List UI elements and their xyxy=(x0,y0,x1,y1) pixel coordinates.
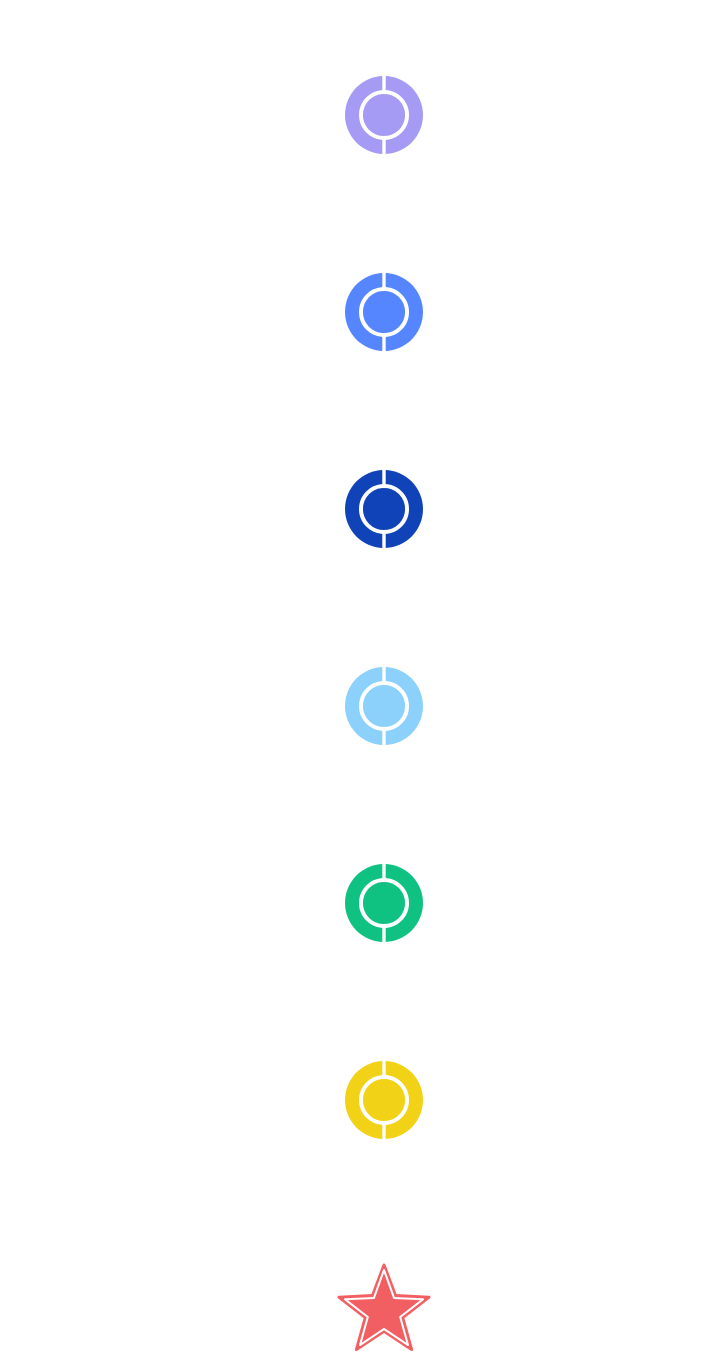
level-marker-3[interactable] xyxy=(344,469,424,549)
star-icon xyxy=(337,1263,431,1351)
ring-marker-icon xyxy=(345,75,423,155)
ring-marker-icon xyxy=(345,469,423,549)
level-marker-5[interactable] xyxy=(344,863,424,943)
level-marker-1[interactable] xyxy=(344,75,424,155)
ring-marker-icon xyxy=(345,1060,423,1140)
level-marker-4[interactable] xyxy=(344,666,424,746)
level-marker-6[interactable] xyxy=(344,1060,424,1140)
ring-marker-icon xyxy=(345,272,423,352)
level-marker-2[interactable] xyxy=(344,272,424,352)
star-marker[interactable] xyxy=(334,1261,434,1353)
ring-marker-icon xyxy=(345,863,423,943)
ring-marker-icon xyxy=(345,666,423,746)
